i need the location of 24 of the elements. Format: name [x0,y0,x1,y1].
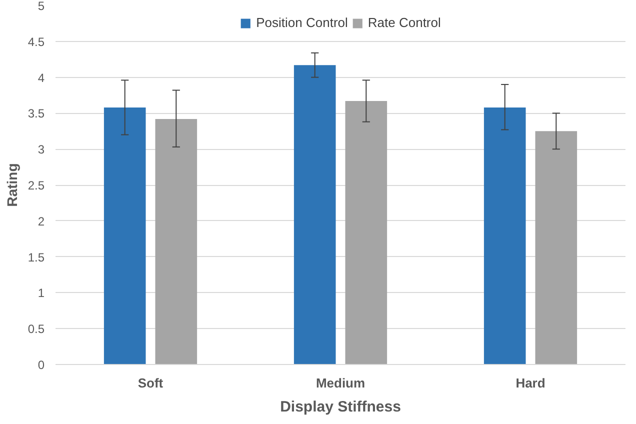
bar [104,107,146,364]
y-tick-label: 2 [38,214,45,228]
y-tick-label: 2.5 [28,178,45,192]
bar [294,65,336,364]
x-tick-label: Hard [516,376,546,390]
y-tick-label: 3 [38,142,45,157]
y-axis-title: Rating [4,163,20,207]
bar [155,118,198,364]
x-tick-label: Soft [138,376,164,390]
bar [535,131,578,364]
y-tick-label: 0 [38,358,45,372]
y-tick-label: 4 [38,70,45,85]
y-tick-label: 5 [38,0,45,13]
y-tick-label: 1 [38,286,45,300]
x-axis-title: Display Stiffness [280,398,401,416]
x-tick-label: Medium [316,376,366,390]
legend-label: Position Control [256,15,348,30]
y-tick-label: 3.5 [28,106,45,121]
y-tick-label: 1.5 [28,250,45,264]
bar [345,100,388,364]
legend-label: Rate Control [368,15,441,30]
y-tick-label: 4.5 [28,34,45,49]
y-tick-label: 0.5 [28,322,45,336]
bar [484,107,526,364]
